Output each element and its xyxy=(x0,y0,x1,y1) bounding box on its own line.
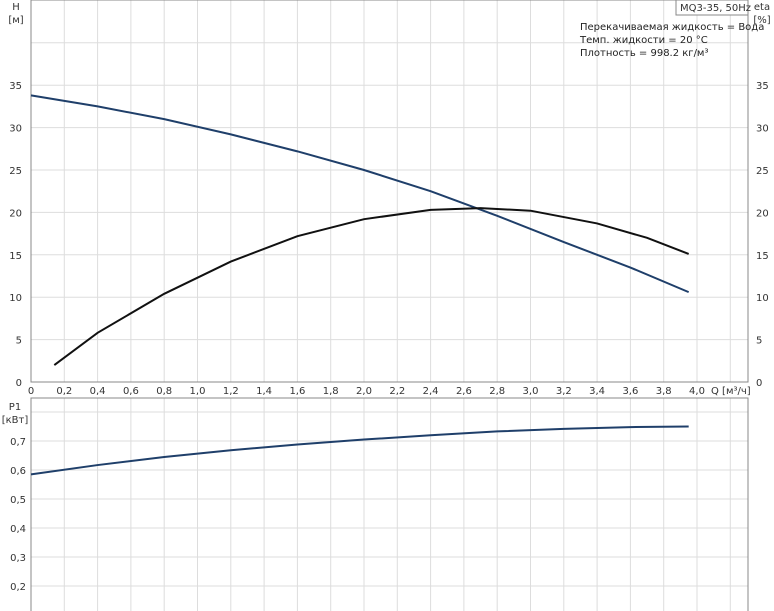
x-tick: 3,0 xyxy=(523,386,539,397)
lower-plot-frame xyxy=(30,397,749,611)
y-label-right-unit: [%] xyxy=(753,15,770,26)
y-tick-left: 5 xyxy=(16,336,22,347)
x-tick: 2,2 xyxy=(389,386,405,397)
curve-eta xyxy=(53,207,690,366)
x-tick: 1,2 xyxy=(223,386,239,397)
y-label-lower-unit: [кВт] xyxy=(2,415,29,426)
y-tick-left: 35 xyxy=(9,81,22,92)
y-tick-left: 15 xyxy=(9,251,22,262)
x-tick: 1,6 xyxy=(289,386,305,397)
y-label-right: eta xyxy=(754,2,770,13)
y-tick-right: 10 xyxy=(756,293,769,304)
x-tick: 2,6 xyxy=(456,386,472,397)
y-tick-lower: 0,2 xyxy=(10,582,26,593)
x-tick: 3,8 xyxy=(656,386,672,397)
y-label-left-unit: [м] xyxy=(8,15,23,26)
y-tick-right: 30 xyxy=(756,124,769,135)
x-tick: 0,2 xyxy=(56,386,72,397)
y-tick-left: 30 xyxy=(9,124,22,135)
y-tick-left: 20 xyxy=(9,208,22,219)
x-tick: 2,4 xyxy=(423,386,439,397)
x-tick: 1,4 xyxy=(256,386,272,397)
x-tick: 0 xyxy=(28,386,34,397)
x-tick: 4,0 xyxy=(689,386,705,397)
y-tick-right: 0 xyxy=(756,378,762,389)
x-tick: 3,6 xyxy=(622,386,638,397)
x-tick: 2,8 xyxy=(489,386,505,397)
y-label-lower: P1 xyxy=(9,402,21,413)
x-axis-label: Q [м³/ч] xyxy=(711,386,751,397)
x-tick: 0,8 xyxy=(156,386,172,397)
x-tick: 3,4 xyxy=(589,386,605,397)
chart-title: MQ3-35, 50Hz xyxy=(680,3,751,14)
y-tick-left: 10 xyxy=(9,293,22,304)
x-tick: 1,0 xyxy=(190,386,206,397)
curve-H xyxy=(30,94,690,294)
y-tick-lower: 0,3 xyxy=(10,553,26,564)
x-tick: 0,6 xyxy=(123,386,139,397)
y-tick-lower: 0,6 xyxy=(10,466,26,477)
temperature-annotation: Темп. жидкости = 20 °C xyxy=(580,35,708,46)
y-tick-lower: 0,7 xyxy=(10,437,26,448)
y-tick-lower: 0,5 xyxy=(10,495,26,506)
y-tick-left: 25 xyxy=(9,166,22,177)
y-tick-right: 5 xyxy=(756,336,762,347)
title-box xyxy=(675,0,749,16)
y-tick-right: 20 xyxy=(756,208,769,219)
x-tick: 3,2 xyxy=(556,386,572,397)
x-tick: 2,0 xyxy=(356,386,372,397)
density-annotation: Плотность = 998.2 кг/м³ xyxy=(580,48,709,59)
y-tick-right: 15 xyxy=(756,251,769,262)
y-tick-right: 35 xyxy=(756,81,769,92)
y-tick-right: 25 xyxy=(756,166,769,177)
y-tick-lower: 0,4 xyxy=(10,524,26,535)
curve-P1 xyxy=(30,425,689,476)
y-tick-left: 0 xyxy=(16,378,22,389)
x-tick: 0,4 xyxy=(90,386,106,397)
y-label-left: H xyxy=(12,2,20,13)
upper-plot-frame xyxy=(30,0,749,383)
x-tick: 1,8 xyxy=(323,386,339,397)
fluid-annotation: Перекачиваемая жидкость = Вода xyxy=(580,22,765,33)
